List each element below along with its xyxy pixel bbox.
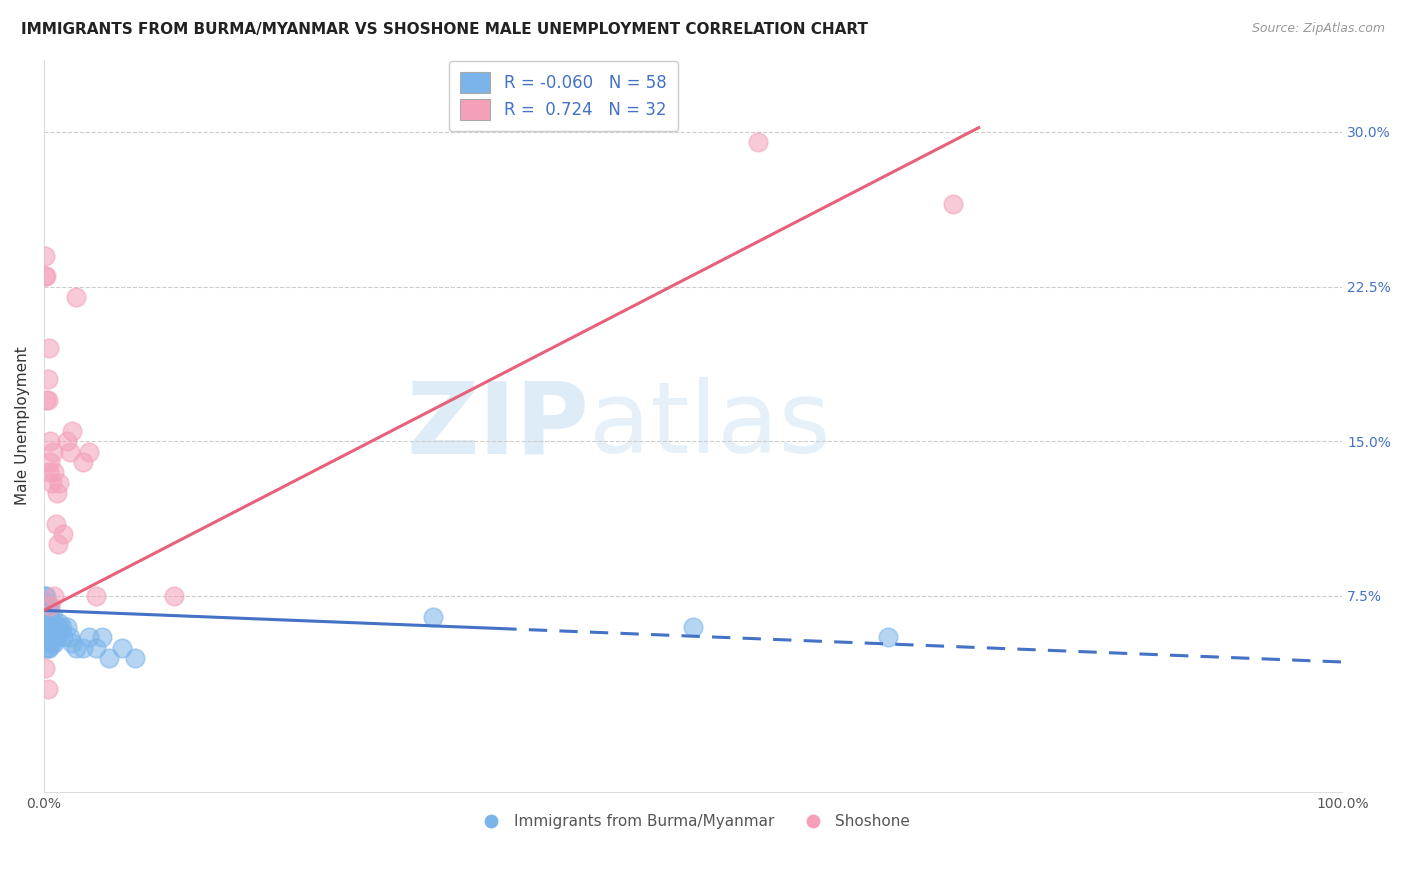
Point: [39, 609, 62, 624]
Point: [44, 636, 66, 650]
Point: [46, 537, 69, 551]
Point: [37, 609, 59, 624]
Point: [65, 640, 87, 655]
Point: [39, 630, 62, 644]
Point: [62, 636, 84, 650]
Point: [91, 630, 114, 644]
Point: [59, 630, 82, 644]
Point: [682, 620, 704, 634]
Point: [35, 620, 58, 634]
Point: [44, 465, 66, 479]
Point: [39, 434, 62, 449]
Point: [34, 249, 56, 263]
Point: [942, 197, 965, 211]
Point: [72, 640, 94, 655]
Point: [56, 620, 79, 634]
Point: [65, 290, 87, 304]
Point: [79, 630, 101, 644]
Point: [34, 620, 56, 634]
Point: [38, 640, 60, 655]
Text: atlas: atlas: [589, 377, 831, 475]
Point: [52, 527, 75, 541]
Point: [56, 434, 79, 449]
Point: [45, 630, 67, 644]
Point: [41, 636, 63, 650]
Point: [37, 681, 59, 696]
Point: [34, 589, 56, 603]
Point: [35, 630, 58, 644]
Point: [42, 630, 65, 644]
Point: [84, 640, 107, 655]
Point: [41, 624, 63, 638]
Point: [38, 630, 60, 644]
Point: [84, 589, 107, 603]
Point: [34, 630, 56, 644]
Point: [72, 455, 94, 469]
Point: [38, 603, 60, 617]
Point: [876, 630, 898, 644]
Point: [42, 620, 65, 634]
Point: [45, 516, 67, 531]
Point: [48, 615, 70, 630]
Point: [747, 135, 769, 149]
Point: [35, 392, 58, 407]
Point: [37, 630, 59, 644]
Point: [39, 455, 62, 469]
Point: [35, 606, 58, 620]
Point: [111, 640, 134, 655]
Point: [38, 620, 60, 634]
Point: [37, 599, 59, 614]
Point: [41, 475, 63, 490]
Point: [42, 609, 65, 624]
Point: [59, 444, 82, 458]
Point: [46, 620, 69, 634]
Point: [124, 651, 146, 665]
Point: [37, 620, 59, 634]
Point: [34, 595, 56, 609]
Text: Source: ZipAtlas.com: Source: ZipAtlas.com: [1251, 22, 1385, 36]
Point: [45, 630, 67, 644]
Point: [34, 603, 56, 617]
Y-axis label: Male Unemployment: Male Unemployment: [15, 346, 30, 505]
Point: [37, 372, 59, 386]
Point: [39, 620, 62, 634]
Point: [35, 640, 58, 655]
Point: [79, 444, 101, 458]
Point: [39, 599, 62, 614]
Point: [45, 624, 67, 638]
Point: [42, 444, 65, 458]
Point: [163, 589, 186, 603]
Point: [39, 599, 62, 614]
Text: IMMIGRANTS FROM BURMA/MYANMAR VS SHOSHONE MALE UNEMPLOYMENT CORRELATION CHART: IMMIGRANTS FROM BURMA/MYANMAR VS SHOSHON…: [21, 22, 868, 37]
Point: [45, 485, 67, 500]
Legend: Immigrants from Burma/Myanmar, Shoshone: Immigrants from Burma/Myanmar, Shoshone: [470, 808, 917, 836]
Point: [41, 614, 63, 628]
Point: [34, 609, 56, 624]
Point: [38, 465, 60, 479]
Point: [35, 614, 58, 628]
Point: [97, 651, 120, 665]
Point: [35, 269, 58, 284]
Point: [37, 640, 59, 655]
Point: [422, 609, 444, 624]
Point: [52, 630, 75, 644]
Point: [62, 424, 84, 438]
Point: [49, 624, 72, 638]
Point: [48, 475, 70, 490]
Text: ZIP: ZIP: [406, 377, 589, 475]
Point: [51, 620, 73, 634]
Point: [44, 589, 66, 603]
Point: [34, 661, 56, 675]
Point: [38, 342, 60, 356]
Point: [37, 392, 59, 407]
Point: [45, 620, 67, 634]
Point: [35, 599, 58, 614]
Point: [34, 269, 56, 284]
Point: [34, 599, 56, 614]
Point: [35, 589, 58, 603]
Point: [44, 624, 66, 638]
